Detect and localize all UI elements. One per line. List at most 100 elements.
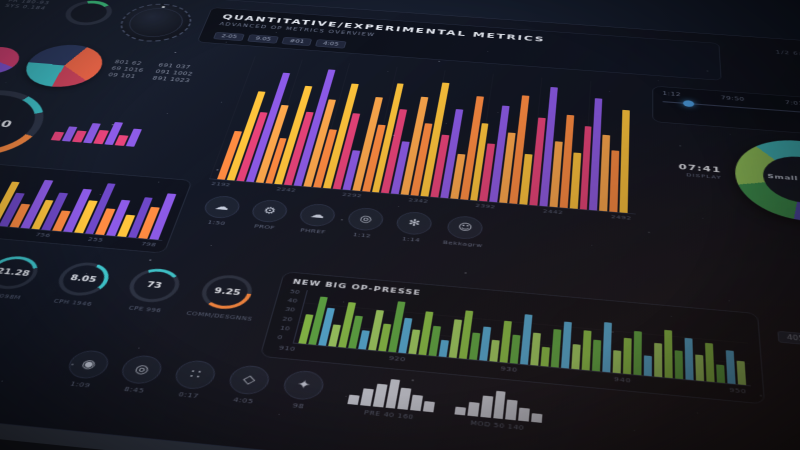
- view-grid[interactable]: ∷ 0:17: [168, 359, 219, 401]
- bar: [347, 394, 360, 405]
- flower-icon[interactable]: ✻: [394, 210, 434, 236]
- bar: [518, 407, 531, 422]
- ring-label: CPE 996: [127, 304, 163, 314]
- right-bottom-area: 40598 ###: [776, 315, 800, 424]
- ring-stat: 73 CPE 996: [113, 266, 191, 315]
- icon-label: PHREF: [299, 227, 327, 236]
- eye-icon[interactable]: ◉: [63, 349, 113, 381]
- histogram-label: MOD 50 140: [469, 419, 525, 432]
- bar: [467, 401, 480, 417]
- slider-tick: 7:01: [784, 100, 800, 107]
- x-tick: 950: [728, 386, 747, 396]
- face-icon[interactable]: ☺: [446, 215, 485, 241]
- metric-upload[interactable]: ☁ PHREF: [295, 202, 338, 236]
- bar: [622, 337, 632, 375]
- x-tick: 798: [140, 241, 158, 248]
- toolbar-pill[interactable]: #01: [281, 36, 313, 47]
- bar: [599, 134, 611, 212]
- bar: [643, 355, 652, 377]
- toolbar-pill[interactable]: 4:05: [315, 39, 347, 49]
- x-tick: 910: [278, 344, 297, 353]
- x-tick: 756: [34, 231, 52, 239]
- bar: [684, 337, 694, 381]
- x-tick: 920: [388, 355, 407, 363]
- bar: [609, 150, 620, 213]
- metric-target[interactable]: ◎ 1:12: [344, 206, 386, 240]
- bottom-pill[interactable]: 405: [777, 330, 800, 346]
- ring-label: COMM/DESGNNS: [185, 310, 254, 323]
- stat-columns: 801 62 69 1016 09 101 691 037 091 1002 891 1…: [106, 59, 196, 85]
- icon-label: 4:05: [232, 396, 255, 406]
- diamond-icon[interactable]: ◇: [225, 364, 273, 396]
- gear-icon[interactable]: ⚙: [249, 198, 290, 224]
- main-gauge-value: 80.30: [0, 91, 48, 155]
- metric-gear[interactable]: ⚙ PROF: [247, 198, 290, 231]
- bar: [505, 399, 518, 421]
- sparkline-chart: [50, 116, 145, 147]
- y-tick: 0: [276, 334, 284, 341]
- bar: [359, 388, 374, 407]
- header-note: 1/2 6:04 ADVANCED 9:04: [775, 50, 800, 62]
- metric-face[interactable]: ☺ Bekkagrw: [442, 215, 486, 249]
- bar: [736, 360, 747, 386]
- icon-label: PROF: [253, 223, 276, 231]
- bar: [530, 332, 541, 366]
- icon-label: Bekkagrw: [442, 239, 483, 249]
- donut-left-label: 07:41 DISPLAY: [652, 160, 721, 181]
- y-tick: 20: [281, 315, 294, 323]
- bar: [612, 350, 622, 374]
- view-spark[interactable]: ✦ 98: [278, 369, 327, 411]
- toolbar-pill[interactable]: 9.05: [247, 34, 279, 44]
- metric-flower[interactable]: ✻ 1:14: [393, 210, 434, 244]
- bar: [704, 343, 715, 383]
- bar: [372, 383, 388, 408]
- ring-label: CPH 1946: [52, 298, 93, 308]
- toolbar-pill[interactable]: 2-05: [213, 31, 246, 42]
- target-icon[interactable]: ◎: [117, 354, 166, 386]
- bar: [674, 350, 684, 380]
- metric-cloud[interactable]: ☁ 1:50: [199, 194, 243, 227]
- bar: [397, 387, 412, 410]
- bar: [716, 364, 726, 384]
- bar: [619, 109, 630, 214]
- cloud-icon[interactable]: ☁: [201, 194, 243, 220]
- ring-label: CSS/098M: [0, 291, 23, 301]
- bar: [569, 152, 581, 209]
- bar: [591, 339, 602, 372]
- target-icon[interactable]: ◎: [345, 206, 386, 232]
- slider-tick: 1:12: [662, 91, 681, 98]
- slider-handle[interactable]: [682, 99, 695, 108]
- center-column: 2192 2242 2292 2342 2392 2442 2492 ☁ 1:50 ⚙ PROF ☁…: [181, 56, 638, 295]
- view-target[interactable]: ◎ 8:45: [114, 354, 166, 395]
- icon-label: 1:12: [352, 232, 372, 239]
- pie-chart-large: [15, 42, 112, 90]
- ring-stat: 21.28 CSS/098M: [0, 254, 51, 302]
- icon-label: 8:45: [122, 385, 146, 395]
- stat-value: 09 101: [107, 72, 137, 79]
- ring-value: 8.05: [57, 263, 109, 295]
- bar: [454, 406, 466, 416]
- gauge-row: 80.30: [0, 86, 221, 175]
- ring-gauge: 21.28: [0, 254, 45, 292]
- icon-label: 98: [291, 402, 305, 411]
- sparkle-icon[interactable]: ✦: [280, 369, 327, 402]
- bar: [550, 329, 562, 368]
- view-eye[interactable]: ◉ 1:09: [60, 349, 113, 390]
- view-diamond[interactable]: ◇ 4:05: [223, 364, 273, 406]
- y-tick: 50: [289, 288, 301, 296]
- stat-value: 69 1016: [110, 65, 145, 73]
- icon-label: 0:17: [177, 391, 200, 400]
- grid-dots-icon[interactable]: ∷: [171, 359, 219, 391]
- ring-value: 9.25: [202, 276, 252, 308]
- mini-gauge: [59, 0, 118, 27]
- histogram-bars: [347, 374, 438, 413]
- dial-gauge: [112, 1, 199, 45]
- stat-value: 801 62: [113, 59, 143, 66]
- stat-column: 801 62 69 1016 09 101: [106, 59, 147, 81]
- cloud-upload-icon[interactable]: ☁: [297, 202, 338, 228]
